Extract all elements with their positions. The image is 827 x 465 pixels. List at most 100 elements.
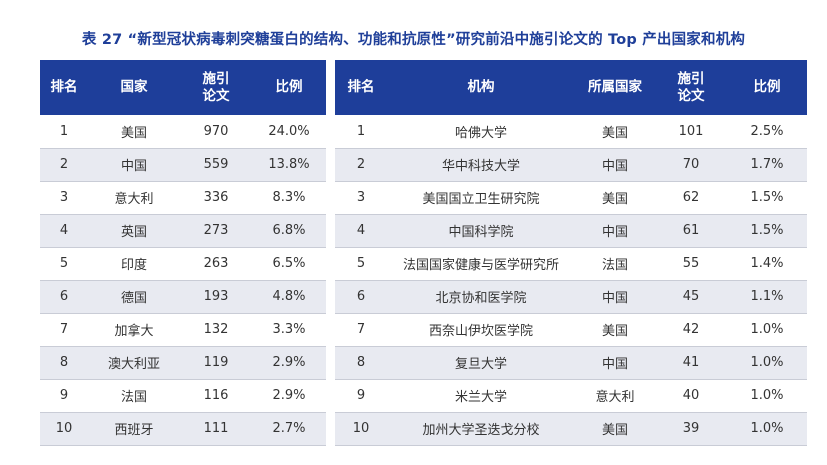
institution-cell: 米兰大学 (454, 390, 507, 405)
citing-papers-cell: 62 (682, 190, 700, 205)
institution-cell: 复旦大学 (454, 357, 507, 372)
header-institution: 机构 (467, 79, 495, 95)
citing-papers-cell: 119 (203, 355, 229, 370)
rank-cell: 1 (59, 123, 69, 139)
institution-cell: 加州大学圣迭戈分校 (422, 423, 540, 438)
country-cell: 意大利 (114, 192, 154, 207)
table-row: 10 西班牙 111 2.7% (40, 412, 326, 445)
ratio-cell: 1.5% (750, 190, 784, 205)
table-row: 6 北京协和医学院 中国 45 1.1% (335, 280, 807, 313)
ratio-cell: 13.8% (268, 157, 310, 172)
header-ratio: 比例 (753, 79, 781, 95)
institution-cell: 中国科学院 (448, 225, 514, 240)
table-row: 7 西奈山伊坎医学院 美国 42 1.0% (335, 313, 807, 346)
affiliated-country-cell: 美国 (601, 125, 628, 141)
rank-cell: 5 (59, 256, 69, 271)
citing-papers-cell: 116 (203, 388, 229, 403)
rank-cell: 2 (356, 157, 366, 172)
institution-cell: 北京协和医学院 (435, 291, 527, 306)
ratio-cell: 1.4% (750, 256, 784, 271)
affiliated-country-cell: 中国 (601, 159, 628, 174)
citing-papers-cell: 55 (682, 256, 700, 271)
citing-papers-cell: 41 (682, 355, 700, 370)
citing-papers-cell: 970 (203, 123, 229, 139)
institution-cell: 西奈山伊坎医学院 (428, 324, 533, 339)
table-row: 9 法国 116 2.9% (40, 379, 326, 412)
rank-cell: 1 (356, 123, 366, 139)
institution-table-body: 1 哈佛大学 美国 101 2.5% 2 华中科技大学 中国 70 1.7% 3 美国国立卫生研究院美… (335, 115, 807, 445)
country-cell: 法国 (120, 390, 147, 405)
ratio-cell: 1.1% (750, 289, 784, 304)
rank-cell: 8 (356, 355, 366, 370)
institution-cell: 哈佛大学 (454, 125, 507, 141)
institution-table: 排名 机构 所属国家 施引 论文 比例 1 哈佛大学 美国 101 2.5% 2 华中科技大… (335, 60, 807, 446)
rank-cell: 5 (356, 256, 366, 271)
country-table-body: 1 美国 970 24.0% 2 中国 559 13.8% 3 意大利 336 8.3% 4 英国 273 6… (40, 115, 326, 445)
country-table-header: 排名 国家 施引 论文 比例 (40, 60, 326, 115)
ratio-cell: 1.0% (750, 355, 784, 370)
citing-papers-cell: 42 (682, 322, 700, 337)
institution-cell: 美国国立卫生研究院 (422, 192, 540, 207)
table-row: 5 法国国家健康与医学研究所 法国 55 1.4% (335, 247, 807, 280)
header-rank: 排名 (347, 79, 375, 95)
rank-cell: 6 (59, 289, 69, 304)
affiliated-country-cell: 中国 (601, 357, 628, 372)
country-cell: 澳大利亚 (107, 357, 160, 372)
ratio-cell: 6.5% (272, 256, 306, 271)
ratio-cell: 6.8% (272, 223, 306, 238)
citing-papers-cell: 39 (682, 421, 700, 436)
ratio-cell: 2.9% (272, 355, 306, 370)
table-row: 9 米兰大学 意大利 40 1.0% (335, 379, 807, 412)
rank-cell: 10 (352, 421, 370, 436)
institution-cell: 华中科技大学 (441, 159, 520, 174)
table-row: 8 复旦大学 中国 41 1.0% (335, 346, 807, 379)
citing-papers-cell: 61 (682, 223, 700, 238)
citing-papers-cell: 263 (203, 256, 229, 271)
ratio-cell: 2.9% (272, 388, 306, 403)
affiliated-country-cell: 美国 (601, 423, 628, 438)
ratio-cell: 24.0% (268, 123, 310, 139)
table-row: 10 加州大学圣迭戈分校 美国 39 1.0% (335, 412, 807, 445)
table-row: 2 中国 559 13.8% (40, 148, 326, 181)
rank-cell: 10 (55, 421, 73, 436)
ratio-cell: 1.0% (750, 388, 784, 403)
header-rank: 排名 (50, 79, 78, 95)
country-cell: 美国 (120, 125, 147, 141)
header-citing-papers: 施引 论文 (677, 70, 705, 104)
institution-cell: 法国国家健康与医学研究所 (402, 258, 559, 273)
citing-papers-cell: 70 (682, 157, 700, 172)
citing-papers-cell: 559 (203, 157, 229, 172)
ratio-cell: 3.3% (272, 322, 306, 337)
table-row: 8 澳大利亚 119 2.9% (40, 346, 326, 379)
table-row: 4 英国 273 6.8% (40, 214, 326, 247)
ratio-cell: 1.5% (750, 223, 784, 238)
rank-cell: 2 (59, 157, 69, 172)
ratio-cell: 1.0% (750, 421, 784, 436)
table-row: 5 印度 263 6.5% (40, 247, 326, 280)
country-cell: 加拿大 (114, 324, 154, 339)
ratio-cell: 2.5% (750, 123, 784, 139)
citing-papers-cell: 40 (682, 388, 700, 403)
rank-cell: 6 (356, 289, 366, 304)
affiliated-country-cell: 美国 (601, 192, 628, 207)
header-citing-papers: 施引 论文 (202, 70, 230, 104)
table-row: 4 中国科学院 中国 61 1.5% (335, 214, 807, 247)
affiliated-country-cell: 中国 (601, 225, 628, 240)
header-affiliated-country: 所属国家 (588, 79, 642, 95)
citing-papers-cell: 132 (203, 322, 229, 337)
country-cell: 英国 (120, 225, 147, 240)
table-title: 表 27 “新型冠状病毒刺突糖蛋白的结构、功能和抗原性”研究前沿中施引论文的 T… (81, 32, 746, 48)
rank-cell: 8 (59, 355, 69, 370)
table-row: 2 华中科技大学 中国 70 1.7% (335, 148, 807, 181)
rank-cell: 9 (59, 388, 69, 403)
affiliated-country-cell: 法国 (601, 258, 628, 273)
rank-cell: 3 (59, 190, 69, 205)
country-cell: 德国 (120, 291, 147, 306)
country-cell: 印度 (120, 258, 147, 273)
ratio-cell: 1.0% (750, 322, 784, 337)
rank-cell: 3 (356, 190, 366, 205)
citing-papers-cell: 101 (678, 123, 704, 139)
ratio-cell: 2.7% (272, 421, 306, 436)
rank-cell: 7 (59, 322, 69, 337)
rank-cell: 4 (59, 223, 69, 238)
